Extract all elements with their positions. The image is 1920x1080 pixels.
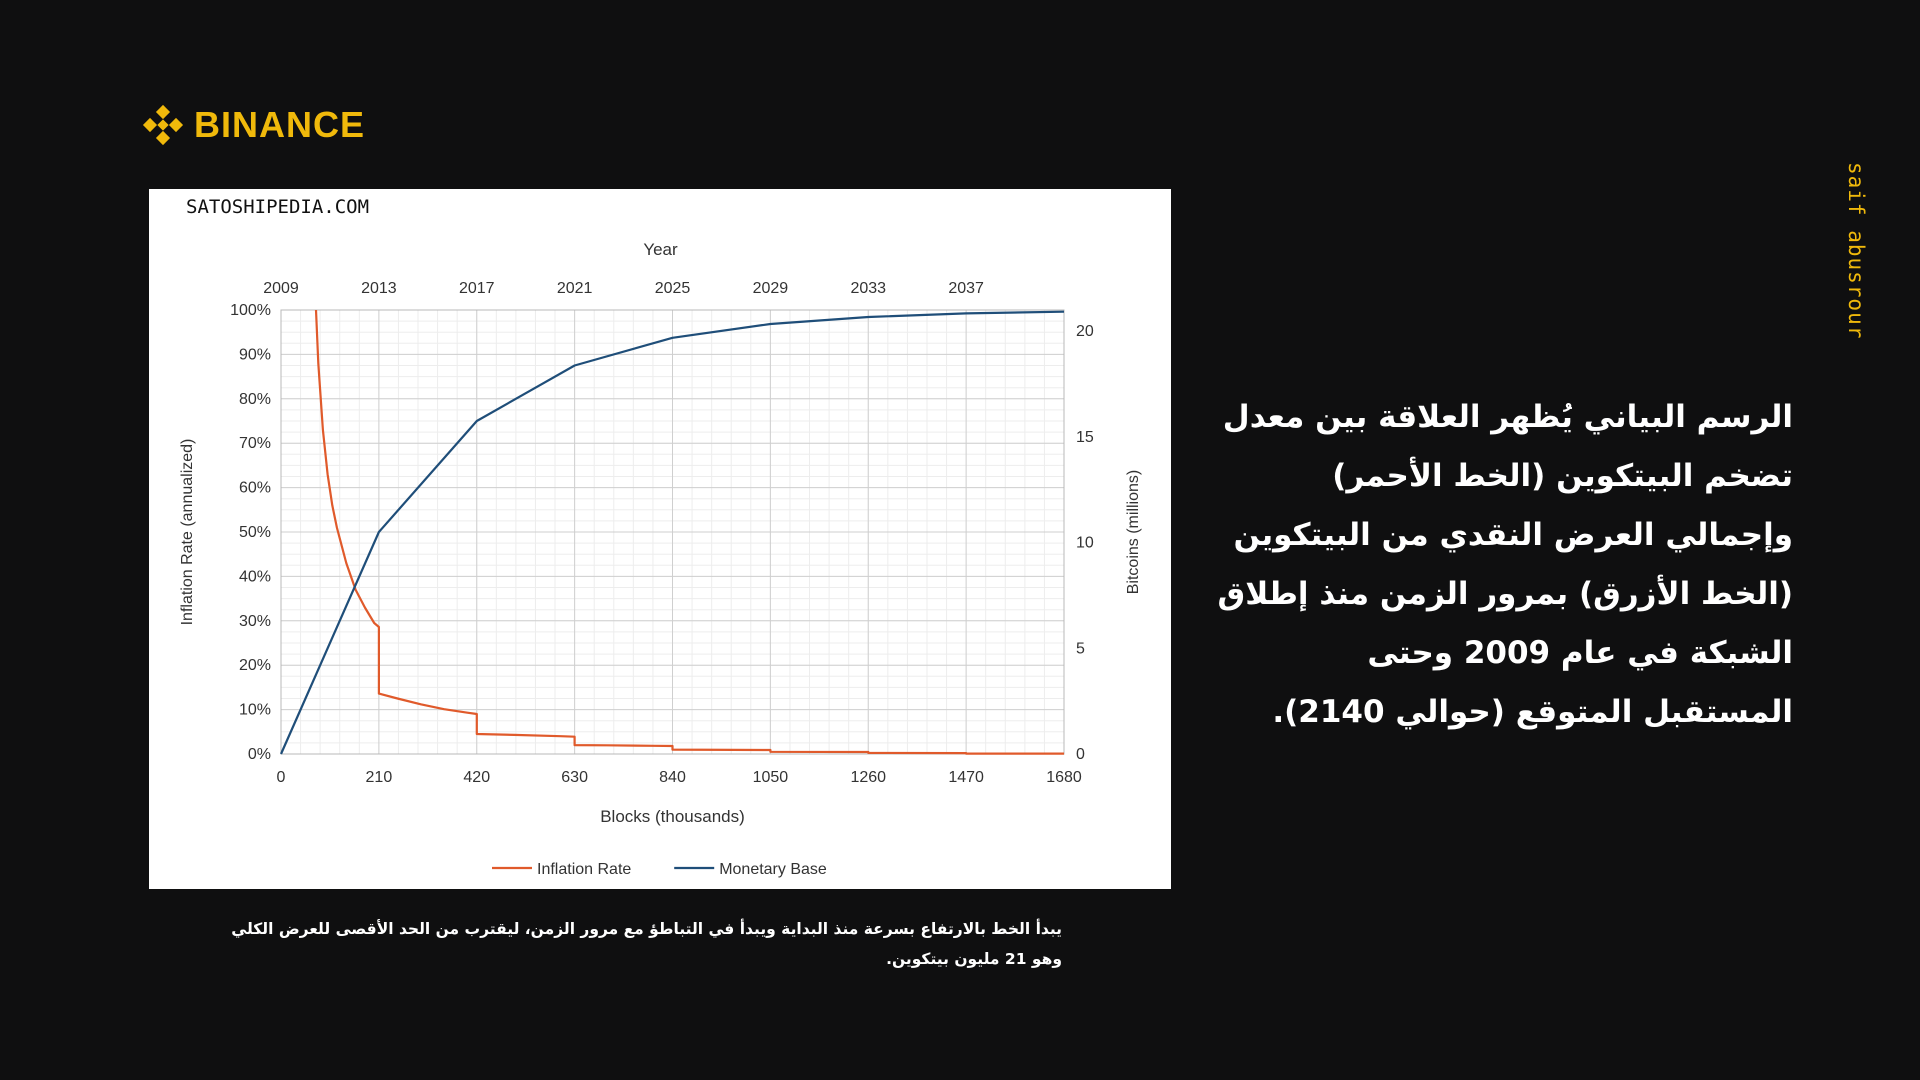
y-left-tick-label: 100% — [230, 302, 271, 319]
x-tick-label: 420 — [463, 769, 490, 786]
year-tick-label: 2029 — [753, 280, 789, 297]
chart-caption: يبدأ الخط بالارتفاع بسرعة منذ البداية وي… — [231, 920, 1062, 968]
year-tick-label: 2021 — [557, 280, 593, 297]
year-tick-label: 2033 — [850, 280, 886, 297]
top-axis-label: Year — [643, 240, 678, 259]
x-tick-label: 1470 — [948, 769, 984, 786]
y-left-tick-label: 10% — [239, 702, 271, 719]
chart-panel: SATOSHIPEDIA.COM 0 210 420 630 840 1050 1260 147… — [149, 189, 1171, 889]
watermark-text: SATOSHIPEDIA.COM — [186, 196, 369, 218]
y-left-tick-label: 20% — [239, 657, 271, 674]
year-tick-label: 2013 — [361, 280, 397, 297]
year-tick-label: 2037 — [948, 280, 984, 297]
plot-frame — [280, 309, 1065, 755]
year-tick-label: 2025 — [655, 280, 691, 297]
x-axis-label: Blocks (thousands) — [600, 807, 745, 826]
y-right-axis-label: Bitcoins (millions) — [1125, 470, 1142, 594]
y-left-tick-label: 70% — [239, 435, 271, 452]
y-left-tick-label: 80% — [239, 391, 271, 408]
x-tick-label: 1050 — [753, 769, 789, 786]
y-left-tick-label: 30% — [239, 613, 271, 630]
legend-label-inflation-rate: Inflation Rate — [537, 861, 631, 878]
year-tick-label: 2009 — [263, 280, 299, 297]
y-right-tick-label: 20 — [1076, 323, 1094, 340]
x-tick-label: 840 — [659, 769, 686, 786]
binance-logo: BINANCE — [140, 102, 365, 148]
binance-diamond-icon — [142, 104, 184, 146]
y-right-tick-label: 10 — [1076, 535, 1094, 552]
year-tick-label: 2017 — [459, 280, 495, 297]
description-text: الرسم البياني يُظهر العلاقة بين معدل تضخ… — [1217, 399, 1793, 730]
y-left-tick-label: 60% — [239, 480, 271, 497]
y-left-axis-label: Inflation Rate (annualized) — [179, 439, 196, 626]
y-right-tick-label: 15 — [1076, 429, 1094, 446]
y-left-tick-label: 40% — [239, 568, 271, 585]
x-tick-label: 1260 — [850, 769, 886, 786]
y-right-tick-label: 0 — [1076, 746, 1085, 763]
x-tick-label: 1680 — [1046, 769, 1082, 786]
monetary-base-line — [279, 310, 1065, 755]
y-left-tick-label: 50% — [239, 524, 271, 541]
legend-label-monetary-base: Monetary Base — [719, 861, 827, 878]
x-tick-label: 210 — [366, 769, 393, 786]
author-name: saif abusrour — [1844, 162, 1868, 340]
y-left-tick-label: 90% — [239, 346, 271, 363]
y-left-tick-label: 0% — [248, 746, 271, 763]
inflation-rate-line — [314, 309, 1064, 755]
x-tick-label: 0 — [277, 769, 286, 786]
brand-name: BINANCE — [194, 104, 366, 145]
y-right-tick-label: 5 — [1076, 640, 1085, 657]
x-tick-label: 630 — [561, 769, 588, 786]
